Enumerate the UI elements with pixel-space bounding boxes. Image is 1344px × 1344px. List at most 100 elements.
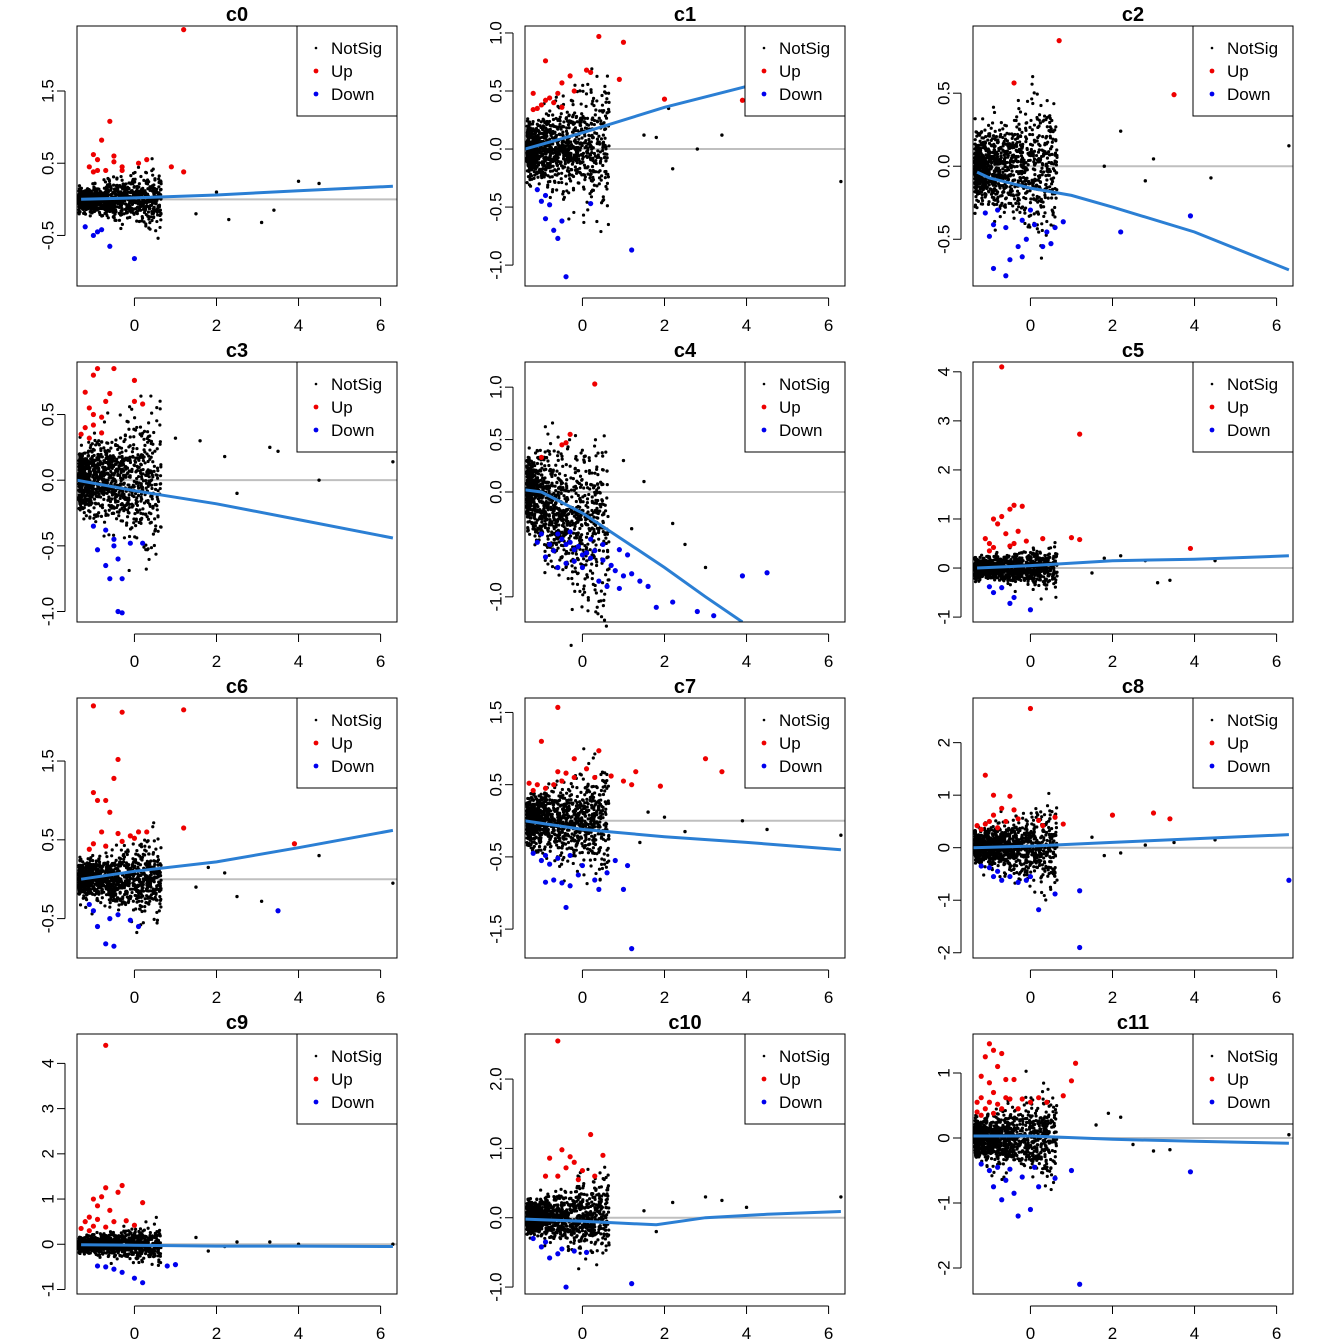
notsig-point	[100, 214, 104, 218]
notsig-point	[113, 478, 117, 482]
down-point	[542, 216, 549, 222]
notsig-point	[580, 112, 584, 116]
notsig-point	[1017, 191, 1021, 196]
notsig-point	[985, 186, 989, 191]
notsig-point	[1009, 201, 1013, 206]
notsig-point	[95, 491, 100, 495]
notsig-point	[139, 208, 143, 212]
notsig-point	[137, 182, 141, 186]
notsig-point	[89, 203, 93, 207]
notsig-point	[88, 516, 92, 520]
notsig-point	[605, 111, 610, 115]
notsig-point	[526, 132, 530, 136]
notsig-point	[586, 123, 591, 127]
notsig-point	[158, 208, 162, 212]
up-point	[78, 431, 84, 437]
notsig-point	[99, 461, 103, 466]
notsig-point	[531, 150, 536, 155]
notsig-point	[556, 143, 560, 147]
up-point	[181, 169, 187, 175]
notsig-point	[130, 467, 134, 471]
notsig-point	[578, 166, 582, 170]
notsig-point	[122, 482, 126, 486]
notsig-point	[1013, 159, 1017, 163]
up-point	[90, 411, 97, 418]
notsig-point	[1019, 163, 1023, 167]
notsig-point	[1042, 170, 1046, 174]
down-point	[1031, 222, 1038, 228]
notsig-point	[526, 152, 530, 156]
notsig-point	[538, 155, 542, 159]
notsig-point	[1025, 99, 1030, 103]
notsig-point	[989, 126, 993, 130]
down-point	[1052, 224, 1058, 231]
down-point	[1027, 207, 1034, 213]
notsig-point	[1029, 213, 1033, 217]
notsig-point	[542, 118, 546, 123]
notsig-point	[1049, 161, 1054, 166]
notsig-point	[1017, 127, 1021, 131]
notsig-point	[158, 440, 162, 444]
notsig-point	[565, 126, 569, 130]
notsig-point	[154, 482, 158, 487]
notsig-point	[602, 152, 606, 156]
notsig-point	[543, 549, 547, 553]
notsig-point	[593, 113, 597, 117]
notsig-point	[559, 177, 563, 181]
notsig-point	[1004, 184, 1009, 188]
notsig-point	[1004, 175, 1008, 179]
notsig-point	[119, 455, 123, 459]
notsig-point	[594, 158, 598, 163]
notsig-point	[120, 185, 124, 189]
notsig-point	[547, 162, 551, 167]
notsig-point	[147, 206, 151, 211]
notsig-point	[115, 184, 119, 188]
notsig-point	[93, 181, 97, 185]
notsig-point	[607, 144, 611, 148]
notsig-point	[1028, 125, 1032, 129]
notsig-point	[119, 209, 123, 213]
notsig-point	[148, 448, 152, 452]
notsig-point	[555, 150, 559, 155]
notsig-point	[540, 152, 544, 156]
down-point	[140, 540, 146, 546]
notsig-point	[106, 448, 110, 452]
notsig-point	[579, 102, 583, 106]
notsig-point	[564, 129, 569, 133]
notsig-point	[159, 525, 163, 529]
notsig-point	[128, 435, 132, 439]
notsig-point	[121, 477, 125, 481]
y-tick-label: 1.5	[39, 79, 58, 103]
notsig-point	[569, 146, 573, 151]
notsig-point	[1044, 174, 1048, 178]
notsig-point	[77, 184, 82, 188]
notsig-point	[109, 469, 113, 474]
notsig-point	[82, 468, 87, 472]
panel-title: c3	[226, 340, 248, 362]
notsig-point	[593, 154, 597, 158]
notsig-point	[96, 476, 100, 481]
notsig-point	[117, 218, 122, 222]
notsig-point	[975, 184, 980, 188]
notsig-point	[122, 439, 126, 444]
notsig-point	[599, 229, 603, 234]
notsig-point	[974, 151, 978, 155]
notsig-point	[595, 605, 599, 609]
notsig-point	[1037, 142, 1041, 146]
notsig-point	[1026, 151, 1030, 156]
notsig-point	[1043, 195, 1047, 200]
notsig-point	[1045, 185, 1049, 190]
notsig-point	[1037, 199, 1041, 203]
notsig-point	[1014, 201, 1018, 206]
notsig-point	[1024, 121, 1028, 125]
x-tick-label: 6	[376, 652, 385, 671]
notsig-point	[570, 168, 574, 172]
notsig-point	[571, 99, 575, 103]
notsig-point	[1024, 166, 1028, 170]
notsig-point	[136, 509, 140, 513]
notsig-point	[986, 134, 991, 138]
notsig-point	[113, 500, 118, 504]
notsig-point	[94, 471, 98, 475]
up-point	[94, 157, 101, 163]
notsig-point	[137, 486, 141, 490]
